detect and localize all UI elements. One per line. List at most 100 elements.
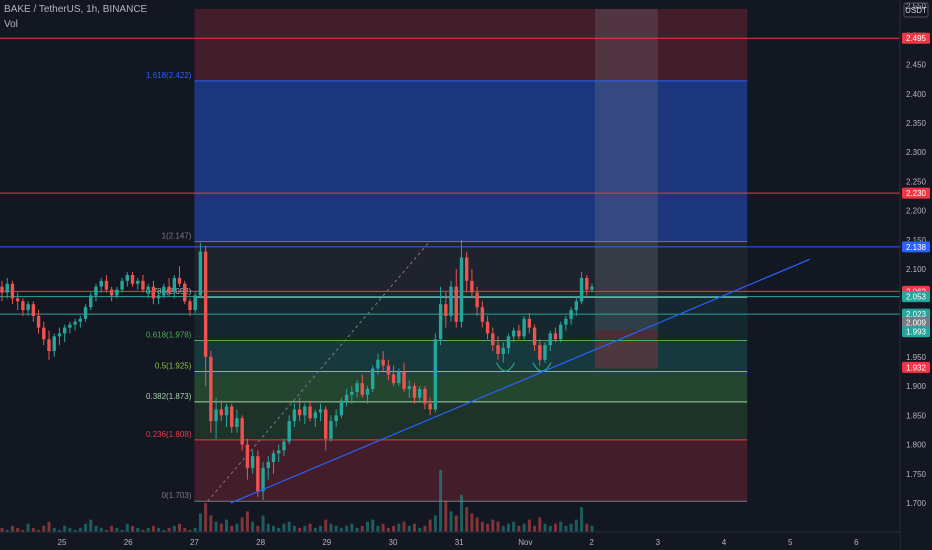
volume-bar-47 [245, 511, 249, 532]
candle-body-10 [52, 336, 56, 351]
candle-body-67 [350, 391, 354, 395]
candle-body-60 [313, 412, 317, 419]
y-tick-label-9: 2.100 [906, 265, 927, 274]
candle-body-86 [449, 286, 453, 316]
candle-body-30 [156, 295, 161, 299]
candle-body-9 [47, 339, 51, 351]
fib-zone-5 [194, 371, 748, 402]
volume-bar-3 [16, 527, 20, 532]
price-badge-8: 1.932 [906, 363, 927, 372]
volume-bar-14 [73, 529, 77, 532]
bottom-arc-1 [532, 362, 552, 372]
volume-bar-62 [324, 519, 328, 532]
candle-body-62 [324, 409, 328, 439]
x-tick-label-8: 2 [589, 538, 594, 547]
volume-bar-79 [412, 523, 416, 532]
fib-label-7: 0(1.703) [162, 491, 192, 500]
volume-bar-95 [496, 521, 500, 532]
position-profit-zone [594, 9, 658, 331]
candle-body-16 [83, 307, 88, 319]
fib-zone-7 [194, 439, 748, 502]
candle-body-88 [459, 257, 464, 322]
volume-bar-75 [392, 525, 396, 532]
candle-body-2 [10, 283, 15, 299]
candle-body-32 [167, 286, 171, 293]
fib-zone-6 [194, 401, 748, 440]
candle-body-76 [397, 371, 401, 384]
price-badge-0: 2.495 [906, 34, 927, 43]
candle-body-1 [5, 283, 9, 293]
y-tick-label-7: 2.200 [906, 207, 927, 216]
volume-bar-113 [590, 525, 594, 532]
volume-bar-86 [449, 511, 453, 532]
volume-bar-80 [418, 527, 422, 532]
price-badge-4: 2.053 [906, 293, 927, 302]
volume-bar-54 [282, 523, 286, 532]
candle-body-56 [292, 409, 297, 422]
candle-body-107 [558, 324, 563, 340]
volume-bar-31 [162, 529, 166, 532]
volume-bar-19 [99, 527, 103, 532]
volume-bar-51 [266, 523, 270, 532]
volume-bar-81 [423, 525, 427, 532]
volume-bar-15 [78, 527, 82, 532]
volume-bar-88 [459, 494, 463, 532]
candle-body-24 [125, 274, 130, 281]
candle-body-28 [146, 286, 150, 290]
volume-bar-94 [491, 519, 495, 532]
y-tick-label-3: 2.400 [906, 90, 927, 99]
candle-body-63 [329, 421, 333, 439]
volume-bar-77 [402, 521, 406, 532]
candle-body-45 [235, 418, 239, 427]
candle-body-51 [266, 462, 270, 468]
volume-bar-44 [230, 525, 234, 532]
volume-bar-98 [512, 521, 516, 532]
volume-bar-24 [125, 523, 129, 532]
candle-body-92 [480, 307, 485, 322]
candle-body-50 [261, 467, 265, 492]
volume-bar-2 [10, 525, 14, 532]
volume-bar-53 [277, 527, 281, 532]
candle-body-106 [553, 333, 558, 340]
y-tick-label-17: 1.700 [906, 499, 927, 508]
candle-body-8 [42, 327, 46, 340]
candle-body-101 [527, 318, 532, 328]
candle-body-83 [433, 339, 438, 410]
fib-label-3: 0.618(1.978) [146, 330, 192, 339]
candle-body-0 [0, 286, 4, 293]
volume-bar-41 [214, 521, 218, 532]
candle-body-105 [548, 333, 552, 346]
price-badge-bg-1 [902, 187, 930, 199]
y-tick-label-2: 2.450 [906, 61, 927, 70]
y-tick-label-5: 2.300 [906, 148, 927, 157]
x-tick-label-4: 29 [322, 538, 331, 547]
symbol-title[interactable]: BAKE / TetherUS, 1h, BINANCE [4, 4, 148, 15]
candle-body-27 [141, 280, 145, 290]
volume-bar-43 [225, 519, 229, 532]
price-badge-bg-7 [902, 326, 930, 338]
volume-bar-11 [57, 529, 61, 532]
candle-body-70 [365, 388, 370, 395]
volume-bar-68 [355, 527, 359, 532]
candle-body-7 [36, 315, 41, 328]
x-tick-label-9: 3 [656, 538, 661, 547]
volume-bar-57 [298, 527, 302, 532]
volume-bar-92 [480, 521, 484, 532]
x-tick-label-6: 31 [455, 538, 464, 547]
candle-body-111 [579, 277, 584, 302]
volume-bar-70 [365, 521, 369, 532]
volume-bar-56 [292, 525, 296, 532]
candle-body-69 [360, 383, 364, 395]
candle-body-112 [585, 277, 589, 290]
volume-bar-73 [381, 523, 385, 532]
candle-body-39 [203, 251, 208, 357]
volume-bar-5 [26, 523, 30, 532]
candle-body-20 [104, 280, 109, 290]
candle-body-15 [78, 318, 83, 322]
candle-body-43 [224, 406, 229, 416]
currency-badge-box[interactable] [903, 2, 929, 18]
volume-indicator-label[interactable]: Vol [4, 19, 18, 30]
candle-body-29 [151, 286, 156, 299]
candle-body-5 [26, 304, 30, 311]
